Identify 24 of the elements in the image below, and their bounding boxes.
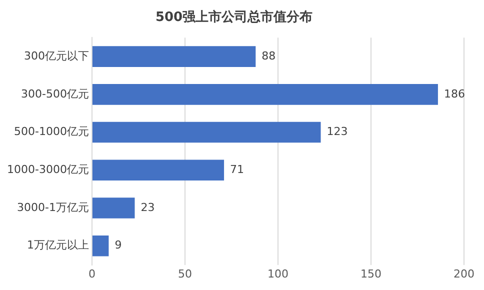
y-tick-label: 300亿元以下 — [24, 49, 89, 62]
x-tick-label: 150 — [360, 267, 382, 280]
chart-title: 500强上市公司总市值分布 — [155, 9, 313, 26]
x-tick-label: 0 — [88, 267, 96, 280]
bar — [92, 122, 321, 143]
y-tick-label: 1万亿元以上 — [26, 238, 89, 252]
x-tick-label: 100 — [267, 267, 288, 280]
data-label: 23 — [140, 200, 155, 214]
bar — [92, 84, 438, 105]
data-label: 71 — [230, 162, 244, 176]
data-label: 186 — [444, 87, 465, 100]
bar — [92, 235, 109, 256]
data-label: 88 — [262, 49, 276, 62]
y-tick-label: 500-1000亿元 — [14, 125, 89, 138]
bar — [92, 46, 256, 67]
y-tick-label: 1000-3000亿元 — [6, 162, 89, 176]
y-tick-label: 3000-1万亿元 — [16, 200, 89, 214]
data-label: 9 — [114, 238, 122, 252]
bar — [92, 160, 224, 181]
x-tick-label: 200 — [454, 267, 474, 280]
y-tick-label: 300-500亿元 — [20, 87, 89, 100]
data-label: 123 — [326, 125, 348, 138]
x-tick-label: 50 — [178, 267, 192, 280]
bar — [92, 198, 135, 218]
